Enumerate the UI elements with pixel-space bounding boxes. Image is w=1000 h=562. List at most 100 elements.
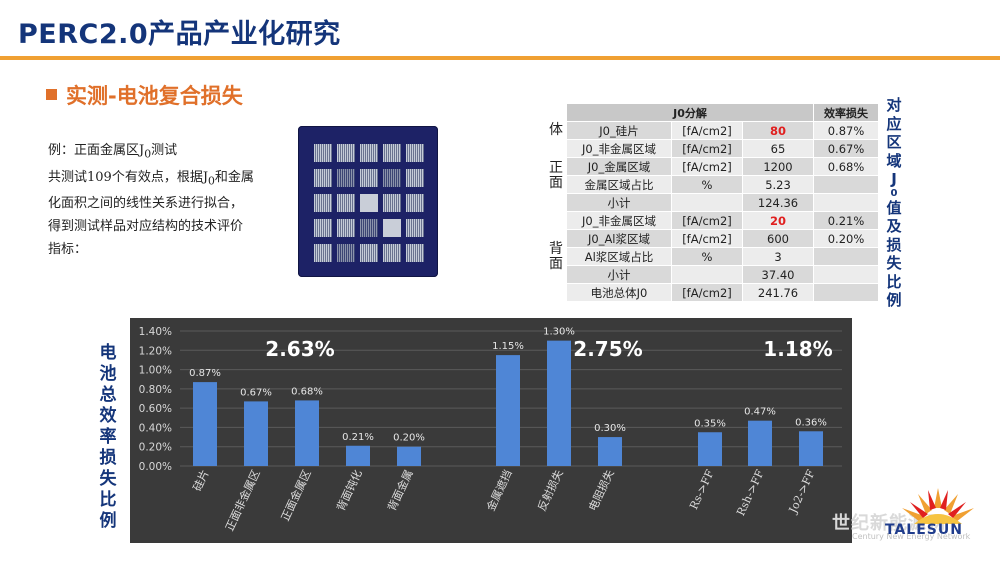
data-label: 0.67%: [240, 387, 272, 398]
group-total-label: 2.75%: [573, 337, 642, 361]
y-tick-label: 0.20%: [139, 442, 172, 454]
wafer-test-cell: [337, 219, 355, 237]
bar: [295, 400, 319, 466]
section-bullet-icon: [46, 89, 57, 100]
wafer-test-cell: [383, 144, 401, 162]
side-label-rear: 背面: [546, 211, 567, 302]
x-category-label: Jo2->FF: [786, 467, 818, 516]
wafer-test-cell: [406, 244, 424, 262]
data-label: 0.30%: [594, 423, 626, 434]
table-row: 小计 124.36: [546, 193, 879, 212]
talesun-logo-text: TALESUN: [885, 522, 963, 538]
wafer-test-cell: [314, 169, 332, 187]
bar: [698, 432, 722, 466]
table-row: J0_金属区域 [fA/cm2] 1200 0.68%: [546, 157, 879, 176]
bar: [598, 437, 622, 466]
data-label: 0.87%: [189, 368, 221, 379]
data-label: 0.20%: [393, 433, 425, 444]
data-label: 1.15%: [492, 341, 524, 352]
bar: [397, 446, 421, 466]
wafer-test-cell: [406, 194, 424, 212]
y-tick-label: 0.60%: [139, 403, 172, 415]
data-label: 0.68%: [291, 386, 323, 397]
x-category-label: 金属遮挡: [483, 467, 514, 513]
y-tick-label: 0.80%: [139, 384, 172, 396]
wafer-test-cell: [406, 144, 424, 162]
wafer-test-cell: [383, 244, 401, 262]
y-tick-label: 1.00%: [139, 365, 172, 377]
wafer-test-cell: [360, 219, 378, 237]
group-total-label: 1.18%: [763, 337, 832, 361]
bar: [748, 420, 772, 466]
table-header-loss: 效率损失: [813, 103, 879, 122]
table-header-row: J0分解 效率损失: [546, 103, 879, 122]
side-label-front: 正面: [546, 139, 567, 212]
wafer-test-cell: [314, 144, 332, 162]
wafer-photo: [298, 126, 438, 277]
wafer-test-cell: [406, 219, 424, 237]
loss-chart-svg: 0.00% 0.20% 0.40% 0.60% 0.80% 1.00% 1.20% 1.40%…: [139, 326, 842, 533]
section-title: 实测-电池复合损失: [66, 84, 243, 108]
x-category-label: 硅片: [191, 468, 212, 493]
x-category-label: 正面非金属区: [222, 467, 263, 533]
wafer-test-cell: [314, 194, 332, 212]
wafer-test-cell: [337, 194, 355, 212]
wafer-test-cell: [360, 194, 378, 212]
table-row: 电池总体J0 [fA/cm2] 241.76: [546, 283, 879, 302]
description-line-4: 得到测试样品对应结构的技术评价: [48, 219, 244, 235]
table-row: Al浆区域占比 % 3: [546, 247, 879, 266]
wafer-test-cell: [360, 169, 378, 187]
wafer-test-cell: [360, 244, 378, 262]
x-category-label: Rsh->FF: [734, 467, 767, 517]
bar: [346, 445, 370, 466]
wafer-test-cell: [314, 219, 332, 237]
x-category-label: 电阻损失: [585, 467, 616, 513]
description-line-1: 例：正面金属区J0测试: [48, 143, 178, 161]
wafer-test-cell: [314, 244, 332, 262]
y-tick-label: 0.40%: [139, 422, 172, 434]
wafer-test-cell: [337, 144, 355, 162]
bar: [193, 382, 217, 466]
y-tick-label: 1.40%: [139, 326, 172, 338]
left-vertical-label: 电池总效率损失比例: [99, 343, 117, 531]
title-divider: [0, 56, 1000, 60]
bar: [799, 431, 823, 466]
wafer-test-cell: [383, 169, 401, 187]
page-title: PERC2.0产品产业化研究: [18, 19, 341, 50]
y-tick-label: 1.20%: [139, 345, 172, 357]
talesun-sun-logo-icon: [902, 488, 974, 524]
data-label: 1.30%: [543, 327, 575, 338]
table-row: 金属区域占比 % 5.23: [546, 175, 879, 194]
wafer-test-cell: [383, 219, 401, 237]
description-line-3: 化面积之间的线性关系进行拟合，: [48, 196, 244, 212]
bar: [244, 401, 268, 466]
wafer-test-cell: [360, 144, 378, 162]
wafer-test-cell: [337, 169, 355, 187]
description-text: 例：正面金属区J0测试 共测试109个有效点，根据J0和金属 化面积之间的线性关…: [48, 139, 284, 261]
j0-table: J0分解 效率损失 体 J0_硅片 [fA/cm2] 80 0.87% 正面 J…: [546, 103, 879, 302]
wafer-test-cell: [337, 244, 355, 262]
y-tick-label: 0.00%: [139, 461, 172, 473]
table-row: 小计 37.40: [546, 265, 879, 284]
bar: [496, 355, 520, 466]
wafer-test-cell: [383, 194, 401, 212]
x-category-label: 反射损失: [534, 467, 565, 513]
watermark-subtext: Century New Energy Network: [852, 532, 971, 541]
wafer-test-cell: [406, 169, 424, 187]
data-label: 0.35%: [694, 418, 726, 429]
x-category-label: Rs->FF: [687, 467, 717, 511]
table-row: 背面 J0_非金属区域 [fA/cm2] 20 0.21%: [546, 211, 879, 302]
table-row: 体 J0_硅片 [fA/cm2] 80 0.87%: [546, 121, 879, 140]
data-label: 0.36%: [795, 417, 827, 428]
description-line-2: 共测试109个有效点，根据J0和金属: [48, 169, 254, 188]
table-row: 正面 J0_非金属区域 [fA/cm2] 65 0.67%: [546, 139, 879, 212]
table-header-j0: J0分解: [566, 103, 814, 122]
table-row: J0_Al浆区域 [fA/cm2] 600 0.20%: [546, 229, 879, 248]
description-line-5: 指标：: [48, 242, 88, 258]
x-category-label: 背面钝化: [333, 467, 364, 513]
group-total-label: 2.63%: [265, 337, 334, 361]
x-category-label: 正面金属区: [278, 467, 314, 523]
data-label: 0.47%: [744, 407, 776, 418]
bar: [547, 340, 571, 466]
